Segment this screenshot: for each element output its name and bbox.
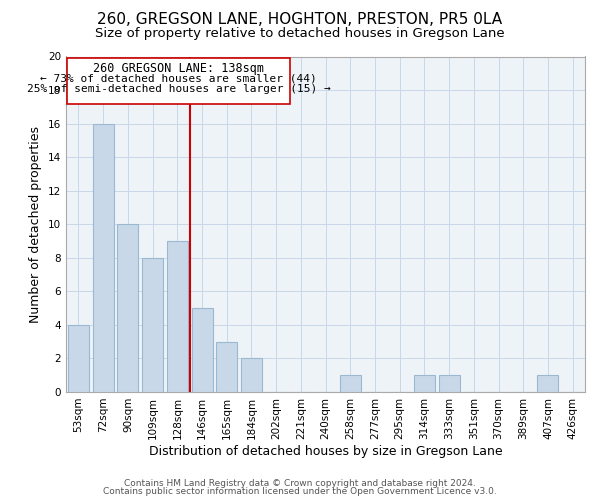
Text: 25% of semi-detached houses are larger (15) →: 25% of semi-detached houses are larger (… — [26, 84, 331, 94]
Bar — [340, 375, 361, 392]
Y-axis label: Number of detached properties: Number of detached properties — [29, 126, 43, 322]
Bar — [167, 241, 188, 392]
FancyBboxPatch shape — [67, 58, 290, 104]
Text: Size of property relative to detached houses in Gregson Lane: Size of property relative to detached ho… — [95, 28, 505, 40]
Bar — [142, 258, 163, 392]
Bar — [241, 358, 262, 392]
Text: ← 73% of detached houses are smaller (44): ← 73% of detached houses are smaller (44… — [40, 74, 317, 84]
Bar — [414, 375, 435, 392]
X-axis label: Distribution of detached houses by size in Gregson Lane: Distribution of detached houses by size … — [149, 444, 502, 458]
Text: 260 GREGSON LANE: 138sqm: 260 GREGSON LANE: 138sqm — [93, 62, 264, 76]
Text: 260, GREGSON LANE, HOGHTON, PRESTON, PR5 0LA: 260, GREGSON LANE, HOGHTON, PRESTON, PR5… — [97, 12, 503, 28]
Bar — [92, 124, 113, 392]
Text: Contains HM Land Registry data © Crown copyright and database right 2024.: Contains HM Land Registry data © Crown c… — [124, 478, 476, 488]
Bar — [216, 342, 237, 392]
Bar — [538, 375, 559, 392]
Bar — [439, 375, 460, 392]
Bar — [191, 308, 212, 392]
Bar — [118, 224, 139, 392]
Text: Contains public sector information licensed under the Open Government Licence v3: Contains public sector information licen… — [103, 487, 497, 496]
Bar — [68, 325, 89, 392]
